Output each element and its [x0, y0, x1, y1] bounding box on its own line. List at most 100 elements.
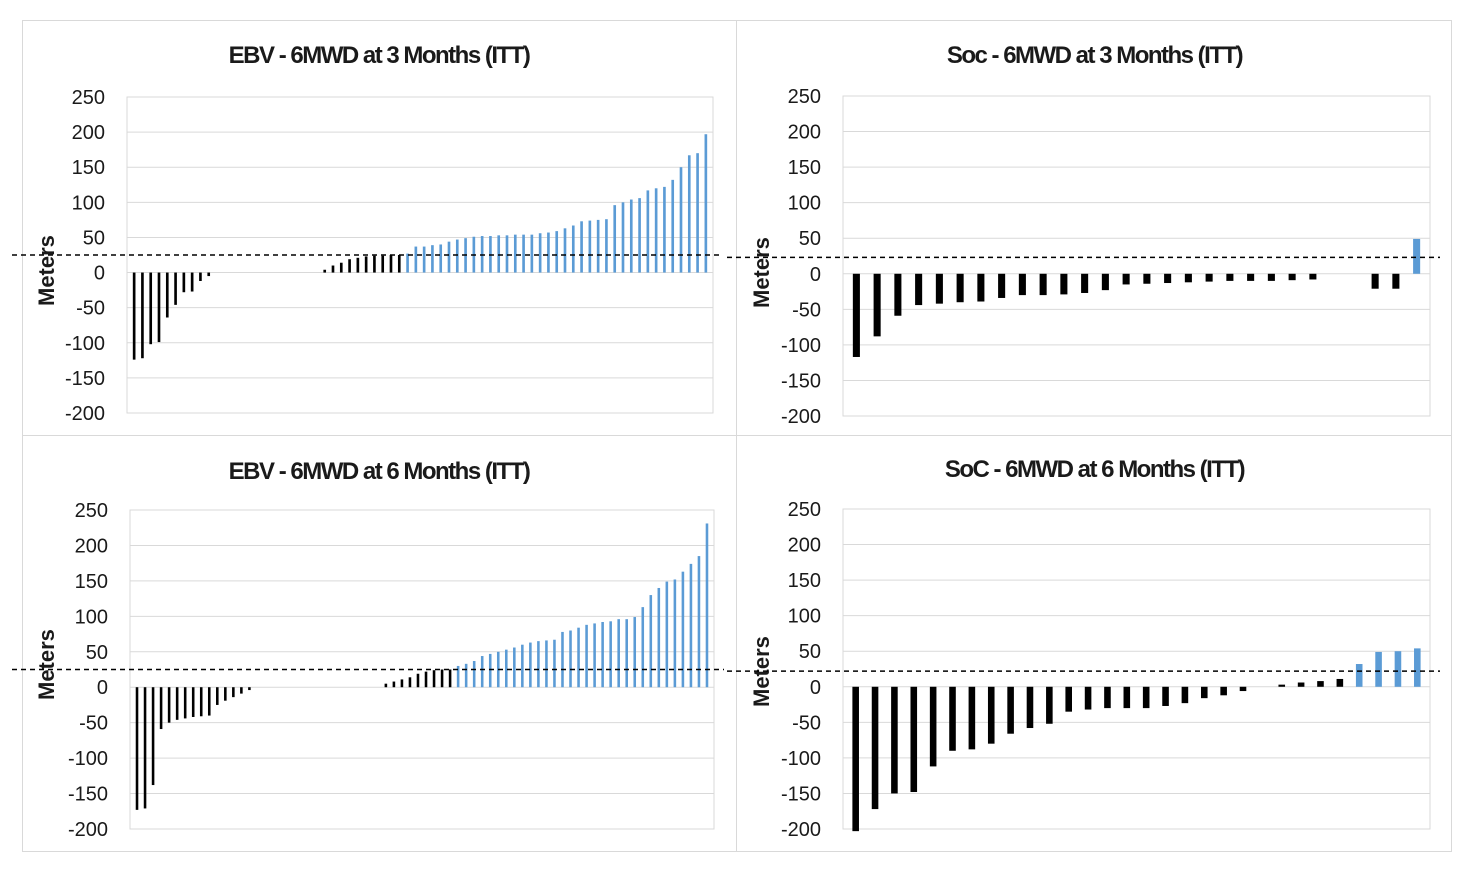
bar [191, 687, 195, 717]
bar [654, 188, 658, 273]
y-tick-label: 50 [83, 227, 105, 249]
bar [537, 641, 540, 688]
bar [224, 687, 227, 701]
y-tick-label: 100 [75, 606, 108, 628]
bar [414, 246, 418, 273]
bar [593, 623, 596, 688]
y-tick-label: 50 [86, 642, 108, 664]
y-tick-label: -50 [76, 298, 105, 320]
y-tick-label: 200 [75, 535, 108, 557]
y-tick-label: -200 [781, 406, 821, 428]
bar [384, 683, 388, 688]
chart-panel-soc-6-months: SoC - 6MWD at 6 Months (ITT) Meters 250 2… [727, 436, 1452, 852]
bar [621, 202, 625, 273]
bar [673, 579, 677, 688]
y-tick-label: 0 [97, 677, 108, 699]
bar [704, 134, 708, 273]
bar [949, 686, 956, 751]
bar [1164, 273, 1172, 284]
bar [1414, 648, 1421, 687]
bar [397, 255, 401, 273]
bar [935, 273, 943, 304]
y-tick-label: 150 [72, 157, 105, 179]
y-tick-label: 200 [788, 122, 821, 144]
bar [232, 687, 235, 698]
y-tick-label: 200 [788, 535, 821, 557]
y-tick-label: 250 [75, 500, 108, 522]
chart-title: EBV - 6MWD at 3 Months (ITT) [228, 42, 531, 69]
plot-area [126, 96, 714, 414]
y-tick-label: 150 [75, 571, 108, 593]
y-tick-label: -150 [781, 370, 821, 392]
bar [1226, 273, 1234, 281]
bar [1101, 273, 1109, 291]
bar [521, 644, 524, 688]
bar [687, 155, 691, 273]
bar [373, 255, 376, 273]
bar [149, 272, 153, 345]
chart-panel-soc-3-months: Soc - 6MWD at 3 Months (ITT) Meters 250 2… [727, 20, 1452, 435]
bar [553, 639, 556, 688]
bar [1371, 273, 1379, 289]
bar [617, 619, 620, 688]
bar [381, 255, 385, 273]
bar [1205, 273, 1213, 282]
bar [1392, 273, 1400, 289]
bar [561, 631, 564, 688]
y-tick-label: 150 [788, 157, 821, 179]
bar [545, 640, 548, 688]
bar [649, 595, 653, 688]
y-tick-label: 50 [799, 228, 821, 250]
bar [641, 607, 645, 688]
bar [480, 656, 484, 688]
panel-divider-horizontal [22, 435, 1452, 436]
bar [505, 235, 509, 273]
bar [456, 665, 460, 688]
bar [472, 660, 476, 688]
bar [513, 234, 517, 273]
bar [625, 619, 628, 688]
bar [1297, 682, 1305, 687]
bar [522, 234, 525, 273]
bar [569, 630, 572, 688]
y-tick-label: -100 [781, 748, 821, 770]
bar [1162, 686, 1169, 706]
bar [422, 246, 426, 273]
bar [633, 617, 637, 688]
bar [1336, 678, 1344, 687]
bar [167, 687, 171, 723]
bar [157, 272, 161, 343]
bar [697, 556, 701, 688]
bar [577, 627, 580, 688]
y-tick-label: -150 [781, 783, 821, 805]
bar [588, 220, 592, 273]
bar [331, 265, 335, 273]
y-tick-label: -150 [65, 368, 105, 390]
y-tick-label: 100 [72, 192, 105, 214]
bar [852, 273, 860, 357]
bar [891, 686, 898, 794]
y-tick-label: 50 [799, 641, 821, 663]
bar [998, 273, 1006, 298]
bar [392, 681, 396, 688]
chart-plot-ebv-3-months: 250 200 150 100 50 0 -50 -100 -150 -200 [12, 87, 723, 425]
y-tick-label: 100 [788, 606, 821, 628]
y-tick-label: 100 [788, 193, 821, 215]
y-tick-label: 200 [72, 122, 105, 144]
bar [364, 256, 368, 273]
bar [141, 272, 144, 359]
y-tick-label: -50 [79, 713, 108, 735]
bar [151, 687, 155, 786]
y-tick-label: 150 [788, 570, 821, 592]
bar [175, 687, 179, 720]
bar [910, 686, 918, 793]
bar [1375, 651, 1382, 687]
bar [1081, 273, 1089, 293]
chart-title: SoC - 6MWD at 6 Months (ITT) [944, 456, 1246, 483]
chart-title: EBV - 6MWD at 6 Months (ITT) [228, 458, 531, 485]
bar [852, 686, 859, 832]
bar [1122, 273, 1130, 285]
y-tick-label: -50 [792, 712, 821, 734]
bar [440, 669, 444, 688]
bar [977, 273, 985, 302]
